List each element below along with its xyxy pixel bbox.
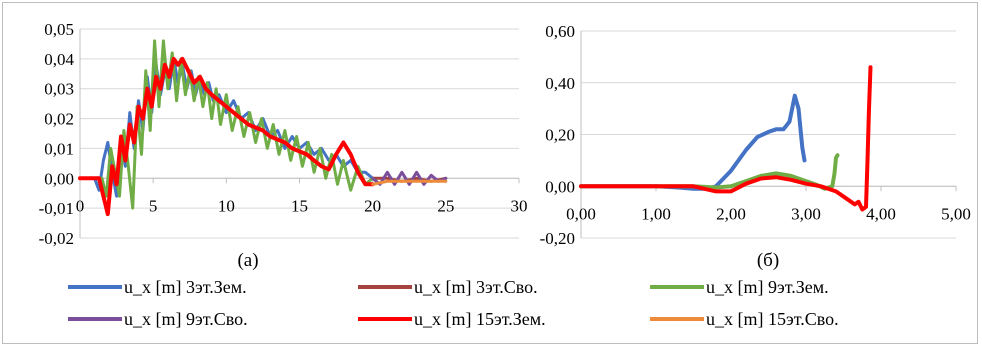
x-tick-label-0-4: 20 bbox=[364, 196, 381, 215]
x-tick-label-1-4: 4,00 bbox=[866, 204, 896, 223]
series-line-0-0 bbox=[78, 57, 375, 198]
y-tick-label-1-4: 0,60 bbox=[545, 22, 575, 41]
x-tick-label-0-1: 5 bbox=[149, 196, 158, 215]
x-tick-label-1-3: 3,00 bbox=[791, 204, 821, 223]
x-tick-label-1-2: 2,00 bbox=[716, 204, 746, 223]
x-tick-label-0-2: 10 bbox=[218, 196, 235, 215]
y-tick-label-0-0: -0,02 bbox=[39, 229, 74, 248]
x-tick-label-0-5: 25 bbox=[437, 196, 454, 215]
series-line-1-2 bbox=[579, 65, 873, 212]
x-tick-label-0-6: 30 bbox=[511, 196, 528, 215]
y-tick-label-1-1: 0,00 bbox=[545, 177, 575, 196]
legend-label-0: u_x [m] 3эт.Зем. bbox=[124, 277, 247, 297]
y-tick-label-1-3: 0,40 bbox=[545, 74, 575, 93]
x-tick-label-1-0: 0,00 bbox=[566, 204, 596, 223]
y-tick-label-1-0: -0,20 bbox=[540, 229, 575, 248]
y-tick-label-0-3: 0,01 bbox=[44, 139, 74, 158]
legend-label-3: u_x [m] 9эт.Сво. bbox=[124, 309, 248, 329]
x-tick-label-0-3: 15 bbox=[291, 196, 308, 215]
y-tick-label-0-4: 0,02 bbox=[44, 110, 74, 129]
legend-label-2: u_x [m] 9эт.Зем. bbox=[706, 277, 829, 297]
panel-label-0: (а) bbox=[237, 250, 258, 271]
y-tick-label-0-5: 0,03 bbox=[44, 80, 74, 99]
y-tick-label-1-2: 0,20 bbox=[545, 126, 575, 145]
legend-label-4: u_x [m] 15эт.Зем. bbox=[414, 309, 546, 329]
x-tick-label-0-0: 0 bbox=[76, 196, 85, 215]
x-tick-label-1-1: 1,00 bbox=[641, 204, 671, 223]
legend-label-5: u_x [m] 15эт.Сво. bbox=[706, 309, 839, 329]
series-line-0-4 bbox=[78, 56, 375, 217]
y-tick-label-0-7: 0,05 bbox=[44, 20, 74, 39]
figure-frame bbox=[2, 2, 978, 344]
x-tick-label-1-5: 5,00 bbox=[941, 204, 971, 223]
legend-label-1: u_x [m] 3эт.Сво. bbox=[414, 277, 538, 297]
y-tick-label-0-6: 0,04 bbox=[44, 50, 74, 69]
series-line-0-5 bbox=[371, 179, 448, 186]
y-tick-label-0-1: -0,01 bbox=[39, 199, 74, 218]
series-line-0-3 bbox=[371, 170, 448, 186]
panel-label-1: (б) bbox=[757, 250, 779, 271]
y-tick-label-0-2: 0,00 bbox=[44, 169, 74, 188]
